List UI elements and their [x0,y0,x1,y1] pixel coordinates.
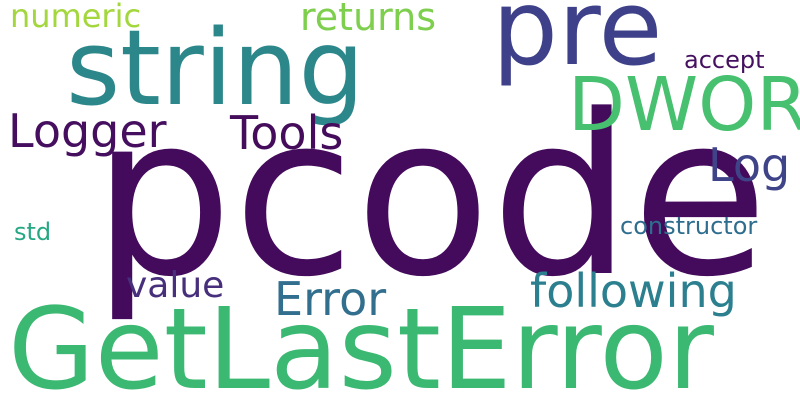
word-numeric: numeric [10,0,142,35]
word-getlasterror: GetLastError [8,285,714,400]
word-error: Error [274,272,387,326]
word-value: value [126,265,225,306]
word-following: following [530,264,737,318]
word-std: std [14,218,52,246]
word-constructor: constructor [620,212,758,240]
word-string: string [66,7,365,129]
word-pre: pre [492,0,663,89]
word-accept: accept [684,46,765,74]
word-logger: Logger [8,104,167,158]
word-dword: DWORD [568,62,800,148]
word-pcode: pcode [92,68,769,326]
word-returns: returns [300,0,436,39]
word-log: Log [708,138,791,192]
word-tools: Tools [230,106,344,160]
